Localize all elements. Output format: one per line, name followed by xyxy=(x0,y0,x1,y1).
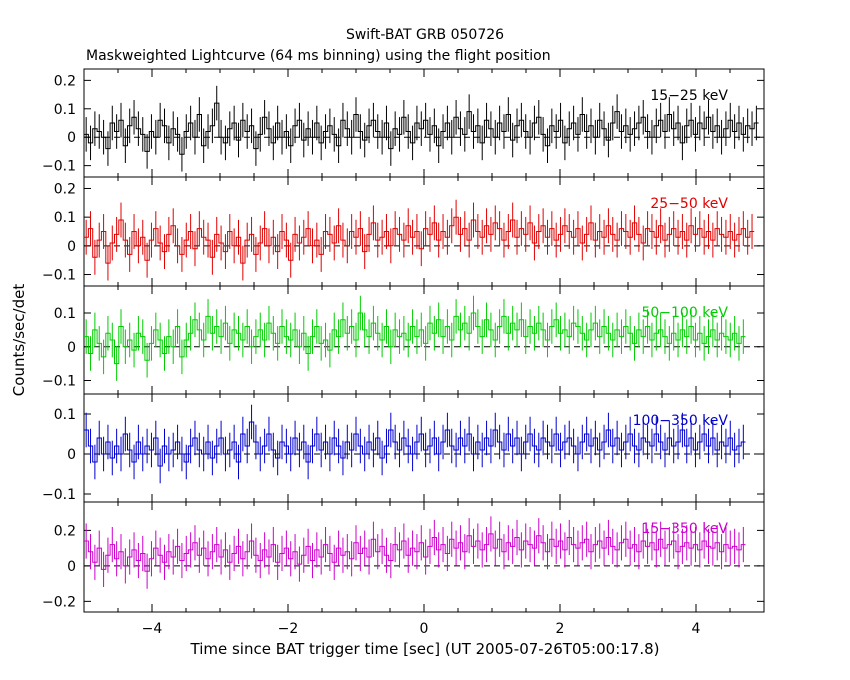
y-tick-label: −0.1 xyxy=(42,374,76,390)
panel-2: −0.1 0 0.1 0.2 25−50 keV xyxy=(42,176,765,287)
band-label: 15−25 keV xyxy=(650,88,728,104)
y-tick-label: 0.2 xyxy=(54,181,76,197)
band-label: 25−50 keV xyxy=(650,196,728,212)
panel-5: −0.2 0 0.2 15−350 keV xyxy=(42,501,765,613)
y-axis-label: Counts/sec/det xyxy=(10,284,28,397)
x-tick-label: 0 xyxy=(420,621,429,637)
y-tick-label: 0.1 xyxy=(54,102,76,118)
series-line xyxy=(84,533,746,572)
series-line xyxy=(84,102,759,155)
x-axis-label: Time since BAT trigger time [sec] (UT 20… xyxy=(190,640,660,658)
band-label: 15−350 keV xyxy=(641,521,728,537)
y-tick-label: 0 xyxy=(67,239,76,255)
panel-4: −0.1 0 0.1 100−350 keV xyxy=(42,393,765,503)
y-tick-label: 0.2 xyxy=(54,73,76,89)
y-tick-label: −0.1 xyxy=(42,268,76,284)
chart-subtitle: Maskweighted Lightcurve (64 ms binning) … xyxy=(86,48,551,64)
panel-3: −0.1 0 0.1 50−100 keV xyxy=(42,285,765,395)
x-tick-label: −2 xyxy=(278,621,299,637)
x-tick-label: −4 xyxy=(142,621,163,637)
y-tick-label: 0.1 xyxy=(54,210,76,226)
y-tick-label: −0.1 xyxy=(42,159,76,175)
panel-1: −0.1 0 0.1 0.2 15−25 keV xyxy=(42,68,765,178)
y-tick-label: 0.1 xyxy=(54,306,76,322)
y-tick-label: −0.2 xyxy=(42,594,76,610)
band-label: 100−350 keV xyxy=(633,413,729,429)
x-tick-label: 2 xyxy=(556,621,565,637)
chart-title: Swift-BAT GRB 050726 xyxy=(346,27,504,43)
x-tick-label: 4 xyxy=(692,621,701,637)
y-tick-label: 0 xyxy=(67,130,76,146)
y-tick-label: 0.2 xyxy=(54,523,76,539)
series-line xyxy=(84,421,746,467)
panels-layer: −0.1 0 0.1 0.2 15−25 keV −0.1 0 0.1 0.2 25−50 keV… xyxy=(42,68,765,637)
y-tick-label: 0 xyxy=(67,559,76,575)
y-tick-label: 0.1 xyxy=(54,407,76,423)
y-tick-label: −0.1 xyxy=(42,487,76,503)
series-line xyxy=(84,312,746,365)
series-line xyxy=(84,216,755,264)
band-label: 50−100 keV xyxy=(641,305,728,321)
y-tick-label: 0 xyxy=(67,447,76,463)
y-tick-label: 0 xyxy=(67,340,76,356)
